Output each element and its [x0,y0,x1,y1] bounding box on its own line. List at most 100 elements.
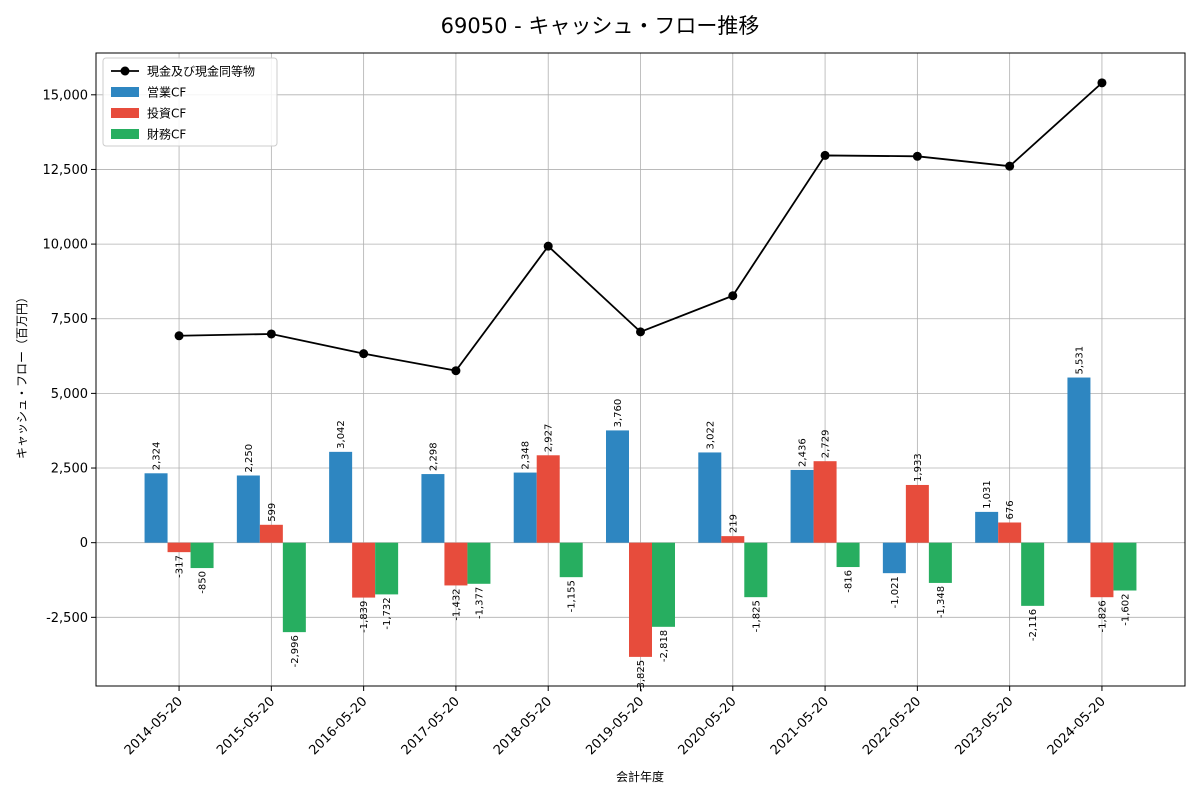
bar-投資CF-2014-05-20 [167,542,191,553]
data-label: 1,031 [982,480,993,509]
bar-投資CF-2015-05-20 [259,524,283,543]
line-point-2018-05-20 [543,241,553,251]
line-point-2017-05-20 [451,366,461,376]
bar-財務CF-2015-05-20 [282,542,306,633]
legend-bar-swatch [111,129,139,139]
line-point-2024-05-20 [1097,78,1107,88]
y-axis-title: キャッシュ・フロー（百万円） [15,291,29,459]
legend-label: 財務CF [147,127,186,142]
bar-投資CF-2022-05-20 [905,484,929,543]
bars [144,377,1137,657]
bar-投資CF-2020-05-20 [721,536,745,543]
bar-投資CF-2024-05-20 [1090,542,1114,598]
bar-財務CF-2014-05-20 [190,542,214,569]
line-point-2014-05-20 [174,331,184,341]
data-label: 2,927 [544,424,555,453]
bar-営業CF-2022-05-20 [882,542,906,574]
cash-line [174,78,1107,376]
data-label: 676 [1005,500,1016,519]
data-label: -1,021 [890,576,901,608]
legend-line-marker [120,66,130,76]
data-label: 2,250 [244,444,255,473]
bar-営業CF-2015-05-20 [236,475,260,543]
data-label: -816 [844,570,855,593]
legend-label: 投資CF [147,106,186,121]
bar-財務CF-2017-05-20 [467,542,491,584]
bar-投資CF-2018-05-20 [536,455,560,543]
y-tick-label: 10,000 [43,238,89,253]
bar-営業CF-2019-05-20 [606,430,629,543]
data-label: -1,377 [474,587,485,619]
bar-財務CF-2016-05-20 [375,542,399,595]
y-tick-label: 2,500 [51,462,88,477]
line-point-2020-05-20 [728,291,738,301]
bar-営業CF-2020-05-20 [698,452,722,543]
data-label: -1,825 [751,600,762,632]
bar-財務CF-2019-05-20 [652,542,675,627]
data-label: 1,933 [913,453,924,482]
bar-投資CF-2023-05-20 [998,522,1022,543]
data-label: -1,432 [451,588,462,620]
line-point-2015-05-20 [266,329,276,339]
bar-営業CF-2018-05-20 [513,472,537,543]
data-label: 2,729 [821,430,832,459]
data-label: -850 [198,571,209,594]
data-label: 2,348 [521,441,532,470]
data-label: -2,116 [1028,609,1039,641]
data-label: 3,760 [613,399,624,428]
bar-営業CF-2017-05-20 [421,474,445,543]
bar-投資CF-2017-05-20 [444,542,468,586]
line-point-2019-05-20 [636,327,645,337]
line-point-2016-05-20 [359,349,369,359]
legend-bar-swatch [111,87,139,97]
bar-営業CF-2016-05-20 [329,451,353,543]
x-axis-title: 会計年度 [616,769,664,784]
data-label: 2,298 [428,442,439,471]
data-label: -1,826 [1097,600,1108,632]
y-tick-label: 5,000 [51,387,88,402]
bar-投資CF-2021-05-20 [813,461,837,543]
bar-財務CF-2024-05-20 [1113,542,1137,591]
line-point-2021-05-20 [820,150,830,160]
bar-投資CF-2016-05-20 [352,542,376,598]
bar-財務CF-2023-05-20 [1021,542,1045,606]
bar-営業CF-2014-05-20 [144,473,168,543]
data-label: 219 [728,514,739,533]
y-tick-label: 7,500 [51,312,88,327]
bar-営業CF-2024-05-20 [1067,377,1091,543]
data-label: 2,324 [152,442,163,471]
data-label: -317 [175,555,186,578]
bar-財務CF-2018-05-20 [559,542,583,578]
bar-営業CF-2021-05-20 [790,469,814,543]
data-label: -2,996 [290,635,301,667]
bar-営業CF-2023-05-20 [975,511,999,543]
y-tick-label: 15,000 [43,88,89,103]
bar-投資CF-2019-05-20 [629,542,652,657]
legend-label: 現金及び現金同等物 [147,64,255,79]
data-label: -1,732 [382,597,393,629]
data-label: 5,531 [1074,346,1085,375]
data-label: -1,602 [1120,594,1131,626]
chart-title: 69050 - キャッシュ・フロー推移 [441,14,760,38]
bar-財務CF-2022-05-20 [928,542,952,583]
data-label: 3,022 [705,421,716,450]
legend-label: 営業CF [147,86,186,100]
bar-財務CF-2020-05-20 [744,542,768,598]
data-label: -1,348 [936,586,947,618]
legend-bar-swatch [111,108,139,118]
bar-財務CF-2021-05-20 [836,542,860,568]
legend-box [102,57,278,147]
data-label: -1,839 [359,601,370,633]
data-labels: 2,324 2,250 3,042 2,298 2,348 3,760 3,022 2,436… [152,346,1132,692]
y-tick-label: 12,500 [43,163,89,178]
data-label: 2,436 [798,438,809,467]
data-label: -1,155 [567,580,578,612]
line-point-2023-05-20 [1005,161,1015,171]
data-label: 599 [267,503,278,522]
line-point-2022-05-20 [912,151,922,161]
data-label: -3,825 [636,660,647,692]
y-tick-label: 0 [80,536,88,551]
data-label: 3,042 [336,420,347,449]
